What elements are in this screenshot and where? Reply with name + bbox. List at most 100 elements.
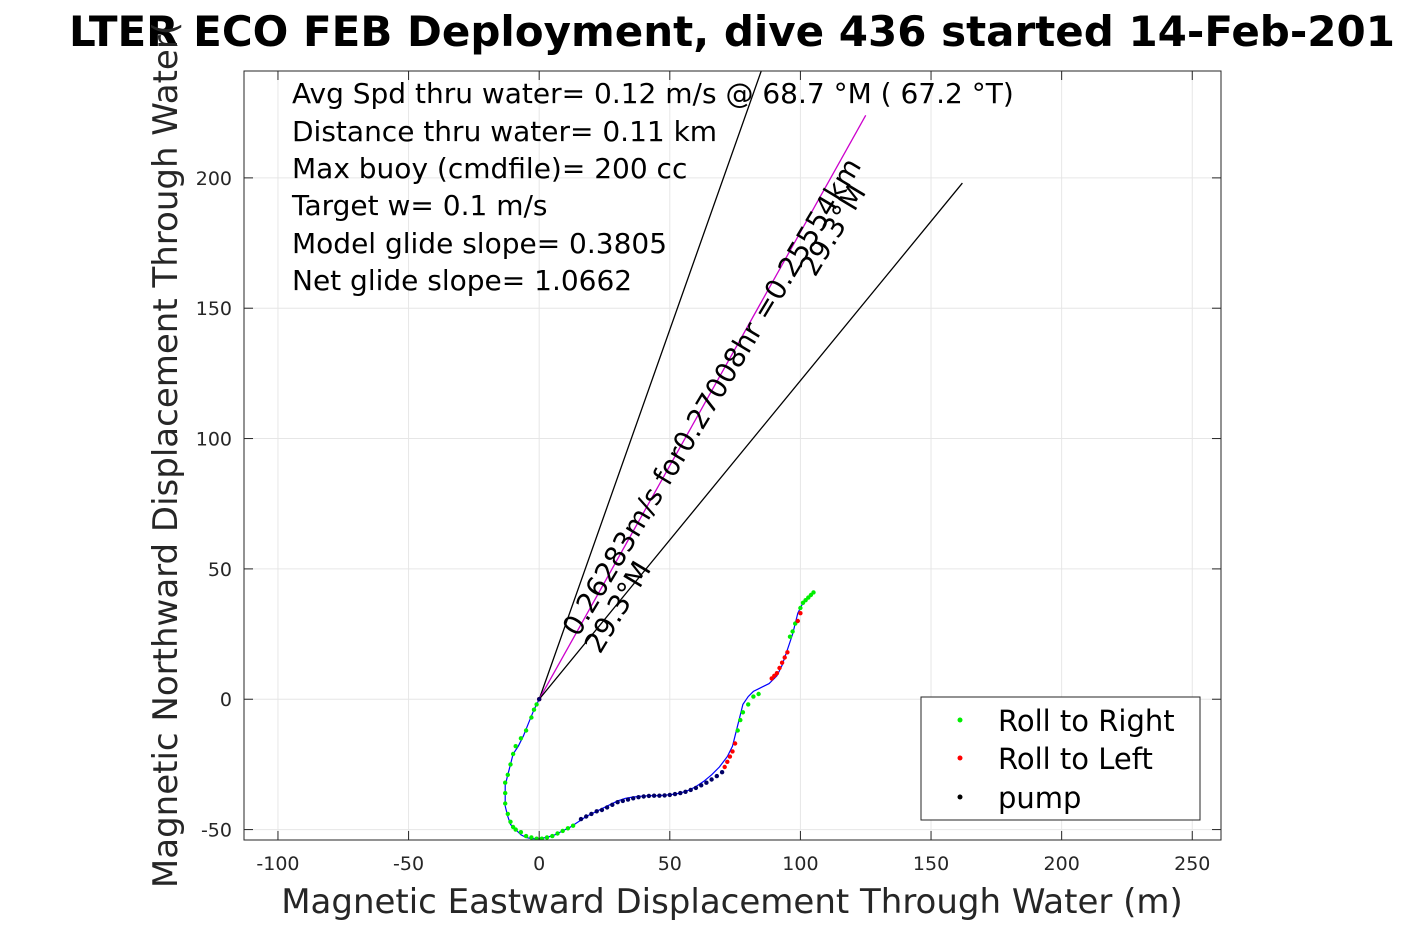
legend-label-roll-right: Roll to Right	[998, 704, 1175, 738]
track-line	[504, 591, 814, 840]
roll-right-point	[790, 629, 795, 634]
roll-left-point	[782, 655, 787, 660]
roll-right-point	[523, 833, 529, 839]
roll-right-point	[534, 702, 539, 707]
y-tick-label: 50	[208, 559, 232, 581]
roll-right-point	[503, 780, 508, 785]
pump-point	[610, 802, 615, 807]
roll-right-point	[510, 751, 516, 757]
roll-left-point	[785, 650, 790, 655]
x-tick-label: 0	[533, 853, 545, 875]
roll-left-point	[795, 618, 800, 624]
roll-right-point	[570, 823, 576, 828]
pump-point	[662, 793, 667, 798]
pump-point	[699, 783, 704, 788]
pump-point	[709, 777, 714, 782]
pump-point	[678, 790, 683, 796]
roll-right-point	[787, 634, 793, 639]
roll-right-point	[508, 762, 513, 767]
roll-right-point	[756, 691, 761, 697]
roll-left-point	[798, 611, 803, 616]
legend-box	[920, 696, 1201, 821]
legend: Roll to Right Roll to Left pump	[920, 696, 1201, 821]
roll-left-point	[730, 749, 735, 754]
roll-right-point	[505, 811, 510, 817]
x-tick-label: 200	[1044, 853, 1080, 875]
roll-left-point	[727, 754, 733, 759]
roll-right-point	[550, 833, 555, 839]
roll-right-point	[738, 717, 743, 723]
roll-right-point	[505, 772, 510, 777]
pump-point	[625, 797, 631, 802]
x-tick-label: 250	[1174, 853, 1210, 875]
roll-right-point	[523, 728, 529, 733]
roll-right-point	[513, 827, 518, 832]
roll-right-point	[539, 836, 544, 840]
y-tick-label: -50	[201, 820, 232, 842]
legend-marker-pump	[957, 794, 963, 800]
x-tick-label: 50	[658, 853, 682, 875]
roll-right-point	[751, 694, 756, 699]
info-line-net-glide-slope: Net glide slope= 1.0662	[292, 264, 632, 297]
legend-label-roll-left: Roll to Left	[998, 742, 1153, 776]
roll-right-point	[503, 801, 508, 806]
pump-point	[719, 770, 725, 775]
roll-left-point	[732, 741, 738, 746]
roll-left-point	[774, 671, 780, 676]
plot-frame	[243, 70, 1222, 841]
x-tick-label: -100	[256, 853, 299, 875]
roll-right-point	[555, 831, 560, 836]
legend-marker-roll-right	[957, 717, 963, 723]
pump-point	[636, 795, 641, 800]
y-tick-label: 100	[196, 429, 232, 451]
pump-point	[704, 780, 709, 785]
roll-left-point	[722, 764, 727, 770]
roll-right-point	[798, 605, 803, 611]
reference-line-2	[538, 182, 963, 700]
pump-point	[657, 793, 662, 798]
pump-point	[594, 809, 599, 814]
pump-point	[589, 811, 594, 817]
info-text-block: Avg Spd thru water= 0.12 m/s @ 68.7 °M (…	[291, 77, 1014, 297]
roll-right-point	[811, 590, 816, 595]
info-line-target-w: Target w= 0.1 m/s	[291, 189, 548, 222]
reference-line-1	[538, 114, 867, 700]
roll-left-point	[725, 759, 730, 764]
pump-point	[599, 807, 605, 813]
reference-line-0	[538, 71, 762, 700]
roll-right-point	[503, 790, 508, 796]
y-tick-label: 200	[196, 168, 232, 190]
roll-right-point	[534, 836, 539, 840]
roll-right-point	[529, 835, 534, 840]
marker-group	[503, 590, 816, 840]
y-tick-label: 150	[196, 298, 232, 320]
roll-left-point	[779, 660, 785, 665]
info-line-avg-speed: Avg Spd thru water= 0.12 m/s @ 68.7 °M (…	[292, 77, 1014, 110]
roll-right-point	[513, 744, 518, 749]
x-tick-label: 150	[913, 853, 949, 875]
roll-right-point	[565, 826, 571, 831]
pump-point	[667, 792, 672, 798]
pump-point	[714, 773, 719, 779]
roll-right-point	[531, 707, 537, 712]
pump-point	[672, 791, 678, 797]
pump-point	[641, 794, 646, 799]
pump-point	[537, 697, 542, 702]
pump-point	[688, 787, 693, 793]
roll-right-point	[529, 715, 534, 720]
pump-point	[620, 798, 625, 804]
x-tick-label: 100	[782, 853, 818, 875]
legend-marker-roll-left	[957, 755, 963, 761]
roll-right-point	[544, 835, 550, 840]
legend-label-pump: pump	[998, 781, 1081, 815]
roll-left-point	[777, 665, 782, 671]
reference-lines	[538, 71, 963, 700]
y-tick-label: 0	[220, 689, 232, 711]
pump-point	[631, 796, 636, 801]
chart-title: LTER ECO FEB Deployment, dive 436 starte…	[69, 7, 1395, 56]
roll-right-point	[735, 728, 740, 733]
track-group	[504, 591, 814, 840]
pump-point	[615, 800, 620, 805]
axis-ticks: -100 -50 0 50 100 150 200 250 -50 0 50 100 150 200	[196, 71, 1221, 875]
